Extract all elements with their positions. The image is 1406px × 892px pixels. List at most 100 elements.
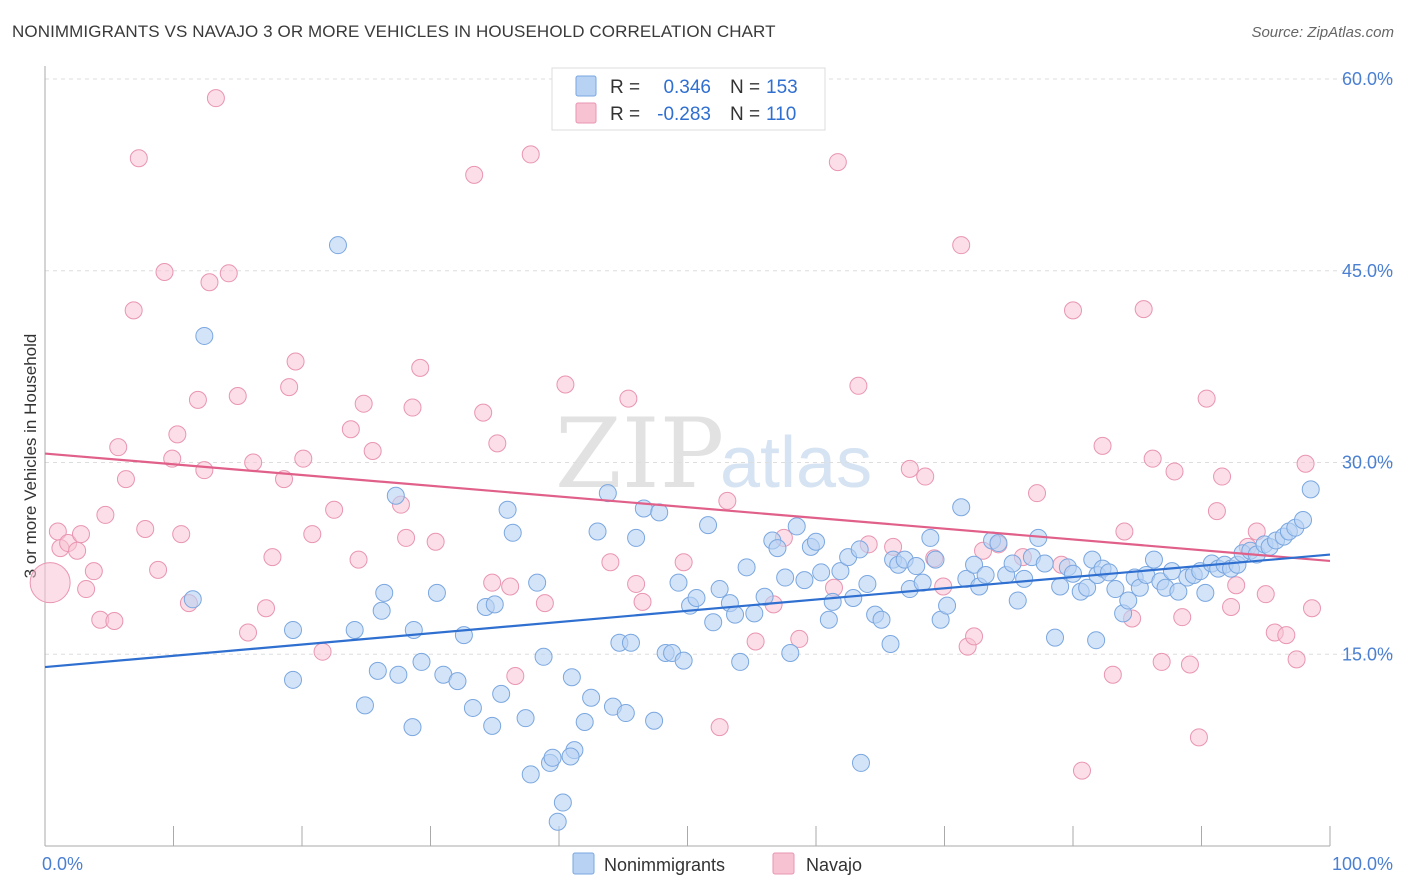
nonimmigrants-point — [872, 610, 891, 629]
navajo-point — [349, 550, 368, 569]
nonimmigrants-point — [372, 601, 391, 620]
navajo-point — [474, 403, 493, 422]
nonimmigrants-point — [776, 568, 795, 587]
navajo-point — [465, 165, 484, 184]
navajo-point — [1028, 484, 1047, 503]
navajo-point — [244, 453, 263, 472]
nonimmigrants-point — [621, 633, 640, 652]
navajo-point — [710, 718, 729, 737]
navajo-point — [1165, 462, 1184, 481]
nonimmigrants-point — [561, 747, 580, 766]
navajo-point — [1277, 626, 1296, 645]
nonimmigrants-point — [553, 793, 572, 812]
nonimmigrants-point — [1294, 511, 1313, 530]
nonimmigrants-point — [328, 236, 347, 255]
nonimmigrants-point — [755, 587, 774, 606]
legend-n-value-2: 110 — [766, 104, 796, 125]
legend-r-value-1: 0.346 — [663, 77, 711, 98]
navajo-point — [124, 301, 143, 320]
legend-n-value-1: 153 — [766, 77, 798, 98]
nonimmigrants-point — [498, 500, 517, 519]
navajo-point — [426, 532, 445, 551]
navajo-point — [900, 459, 919, 478]
nonimmigrants-point — [704, 613, 723, 632]
navajo-point — [1103, 665, 1122, 684]
navajo-point — [1227, 576, 1246, 595]
nonimmigrants-point — [588, 522, 607, 541]
nonimmigrants-point — [627, 528, 646, 547]
nonimmigrants-point — [183, 590, 202, 609]
navajo-point — [627, 574, 646, 593]
navajo-point — [1064, 301, 1082, 320]
nonimmigrants-point — [795, 571, 814, 590]
navajo-point — [1207, 502, 1226, 521]
nonimmigrants-point — [284, 620, 303, 639]
bottom-swatch-nonimmigrants — [572, 852, 595, 875]
navajo-point — [934, 577, 953, 596]
navajo-point — [1256, 585, 1275, 604]
legend-r-label-2: R = — [610, 104, 640, 125]
navajo-point — [916, 467, 935, 486]
nonimmigrants-point — [503, 523, 522, 542]
navajo-point — [77, 580, 96, 599]
legend-swatch-nonimmigrants — [575, 75, 597, 97]
navajo-point — [1303, 599, 1322, 618]
navajo-point — [488, 434, 507, 453]
nonimmigrants-point — [731, 652, 750, 671]
nonimmigrants-trend-line — [44, 553, 1331, 669]
navajo-point — [363, 441, 382, 460]
navajo-point — [952, 236, 971, 255]
nonimmigrants-point — [938, 596, 957, 615]
navajo-point — [206, 89, 225, 108]
nonimmigrants-point — [492, 684, 511, 703]
nonimmigrants-point — [1078, 578, 1097, 597]
bottom-legend-nonimmigrants: Nonimmigrants — [604, 855, 725, 875]
navajo-point — [71, 525, 90, 544]
navajo-point — [286, 352, 305, 371]
nonimmigrants-point — [386, 486, 405, 505]
nonimmigrants-point — [1144, 550, 1163, 569]
navajo-point — [263, 548, 282, 567]
navajo-point — [257, 599, 276, 618]
nonimmigrants-point — [355, 696, 374, 715]
nonimmigrants-point — [345, 620, 364, 639]
bottom-swatch-navajo — [772, 852, 795, 875]
y-tick-labels: 15.0% 30.0% 45.0% 60.0% — [1342, 69, 1393, 664]
navajo-point — [1296, 454, 1315, 473]
nonimmigrants-point — [562, 668, 581, 687]
nonimmigrants-point — [1064, 564, 1082, 583]
nonimmigrants-point — [1087, 631, 1106, 650]
nonimmigrants-point — [195, 326, 214, 345]
nonimmigrants-point — [1035, 554, 1054, 573]
nonimmigrants-point — [1051, 577, 1070, 596]
navajo-point — [294, 449, 313, 468]
navajo-point — [168, 425, 187, 444]
axes — [44, 66, 1331, 847]
navajo-point — [313, 642, 332, 661]
navajo-point — [84, 562, 103, 581]
nonimmigrants-point — [1046, 628, 1065, 647]
navajo-point — [129, 149, 148, 168]
nonimmigrants-point — [674, 651, 693, 670]
nonimmigrants-point — [616, 704, 635, 723]
navajo-point — [1115, 522, 1134, 541]
nonimmigrants-point — [582, 688, 601, 707]
navajo-point — [303, 525, 322, 544]
nonimmigrants-point — [726, 605, 745, 624]
nonimmigrants-point — [669, 573, 688, 592]
navajo-point — [556, 375, 575, 394]
series-legend: Nonimmigrants Navajo — [572, 852, 862, 875]
navajo-point — [172, 525, 191, 544]
nonimmigrants-point — [831, 562, 850, 581]
navajo-point — [718, 491, 737, 510]
navajo-point — [828, 153, 847, 172]
navajo-point — [280, 378, 299, 397]
navajo-point — [219, 264, 238, 283]
navajo-point — [483, 573, 502, 592]
nonimmigrants-point — [787, 517, 806, 536]
x-tick-label: 0.0% — [42, 854, 83, 874]
nonimmigrants-point — [807, 532, 825, 551]
navajo-point — [965, 627, 984, 646]
navajo-point — [105, 612, 124, 631]
navajo-point — [535, 594, 554, 613]
